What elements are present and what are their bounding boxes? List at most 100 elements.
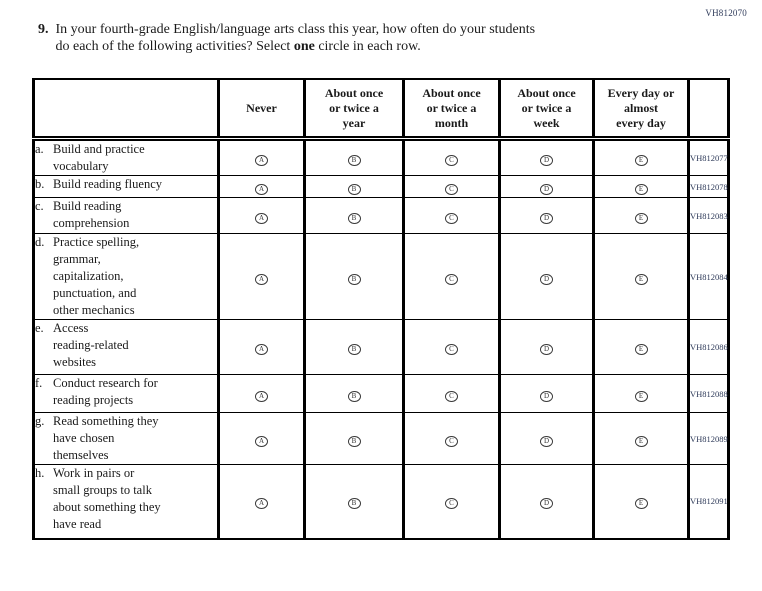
option-circle-d[interactable]: D <box>540 390 553 402</box>
option-cell: C <box>402 138 501 176</box>
option-cell: A <box>217 138 306 176</box>
option-cell: E <box>592 319 690 375</box>
option-cell: D <box>498 464 595 539</box>
option-circle-c[interactable]: C <box>445 344 458 355</box>
option-circle-c[interactable]: C <box>445 155 458 166</box>
option-circle-c[interactable]: C <box>445 212 458 224</box>
row-letter: d. <box>35 235 45 249</box>
option-circle-a[interactable]: A <box>255 212 268 224</box>
row-label: Read something they have chosen themselv… <box>53 414 159 462</box>
option-circle-b[interactable]: B <box>347 390 361 402</box>
option-cell: D <box>498 319 595 375</box>
column-header-year: About once or twice a year <box>303 78 405 141</box>
option-circle-c[interactable]: C <box>445 435 458 447</box>
option-cell: A <box>217 233 306 320</box>
row-code: VH812078 <box>687 175 730 198</box>
option-circle-a[interactable]: A <box>255 344 268 355</box>
option-circle-b[interactable]: B <box>347 155 361 166</box>
option-circle-b[interactable]: B <box>347 435 361 447</box>
option-cell: E <box>592 464 690 539</box>
row-label-cell: h. Work in pairs or small groups to talk … <box>32 464 220 539</box>
option-cell: B <box>303 319 405 375</box>
option-circle-e[interactable]: E <box>634 155 648 166</box>
option-circle-d[interactable]: D <box>540 155 553 166</box>
option-cell: D <box>498 175 595 198</box>
table-row-e: e. Access reading-related websites A B C … <box>32 319 730 375</box>
row-code: VH812084 <box>687 233 730 320</box>
header-row: Never About once or twice a year About o… <box>32 78 730 141</box>
option-circle-b[interactable]: B <box>347 212 361 224</box>
option-circle-c[interactable]: C <box>445 498 458 510</box>
option-circle-d[interactable]: D <box>540 212 553 224</box>
option-circle-c[interactable]: C <box>445 273 458 285</box>
row-code: VH812077 <box>687 138 730 176</box>
table-row-h: h. Work in pairs or small groups to talk … <box>32 464 730 539</box>
option-circle-e[interactable]: E <box>634 344 648 355</box>
option-cell: D <box>498 412 595 465</box>
row-label: Build and practice vocabulary <box>53 142 145 173</box>
option-cell: A <box>217 175 306 198</box>
option-circle-e[interactable]: E <box>634 498 648 510</box>
option-cell: B <box>303 197 405 234</box>
option-cell: A <box>217 464 306 539</box>
option-circle-a[interactable]: A <box>255 435 268 447</box>
row-letter: g. <box>35 414 45 428</box>
option-cell: D <box>498 374 595 413</box>
option-circle-b[interactable]: B <box>347 498 361 510</box>
row-label-cell: f. Conduct research for reading projects <box>32 374 220 413</box>
row-label-cell: c. Build reading comprehension <box>32 197 220 234</box>
option-cell: B <box>303 138 405 176</box>
option-circle-a[interactable]: A <box>255 183 268 195</box>
option-circle-d[interactable]: D <box>540 183 553 195</box>
option-circle-d[interactable]: D <box>540 435 553 447</box>
row-label-cell: d. Practice spelling, grammar, capitaliza… <box>32 233 220 320</box>
question-text: In your fourth-grade English/language ar… <box>56 21 536 55</box>
table-row-f: f. Conduct research for reading projects … <box>32 374 730 413</box>
option-cell: C <box>402 197 501 234</box>
row-label-cell: a. Build and practice vocabulary <box>32 138 220 176</box>
code-column-header <box>687 78 730 141</box>
option-cell: B <box>303 374 405 413</box>
row-label-cell: e. Access reading-related websites <box>32 319 220 375</box>
option-circle-e[interactable]: E <box>634 390 648 402</box>
frequency-matrix-table: Never About once or twice a year About o… <box>32 78 730 540</box>
option-cell: D <box>498 233 595 320</box>
row-label: Practice spelling, grammar, capitalizati… <box>53 235 140 317</box>
row-label-cell: b. Build reading fluency <box>32 175 220 198</box>
table-row-g: g. Read something they have chosen themse… <box>32 412 730 465</box>
option-cell: D <box>498 138 595 176</box>
option-circle-a[interactable]: A <box>255 498 268 510</box>
option-circle-e[interactable]: E <box>634 212 648 224</box>
option-cell: B <box>303 412 405 465</box>
option-circle-d[interactable]: D <box>540 273 553 285</box>
row-code: VH812091 <box>687 464 730 539</box>
option-circle-a[interactable]: A <box>255 390 268 402</box>
option-circle-c[interactable]: C <box>445 390 458 402</box>
question: 9. In your fourth-grade English/language… <box>38 21 535 55</box>
option-cell: D <box>498 197 595 234</box>
question-line2-bold: one <box>293 39 315 54</box>
option-circle-b[interactable]: B <box>347 273 361 285</box>
option-cell: A <box>217 197 306 234</box>
option-circle-d[interactable]: D <box>540 344 553 355</box>
option-circle-e[interactable]: E <box>634 435 648 447</box>
table-row-b: b. Build reading fluency A B C D E VH8120… <box>32 175 730 198</box>
option-circle-a[interactable]: A <box>255 155 268 166</box>
option-cell: C <box>402 412 501 465</box>
row-label: Work in pairs or small groups to talk ab… <box>53 466 161 531</box>
option-circle-c[interactable]: C <box>445 183 458 195</box>
row-label: Build reading fluency <box>53 177 162 191</box>
option-circle-d[interactable]: D <box>540 498 553 510</box>
option-cell: C <box>402 464 501 539</box>
option-circle-b[interactable]: B <box>347 183 361 195</box>
column-header-month: About once or twice a month <box>402 78 501 141</box>
option-circle-e[interactable]: E <box>634 273 648 285</box>
option-cell: A <box>217 374 306 413</box>
column-header-everyday: Every day or almost every day <box>592 78 690 141</box>
option-circle-a[interactable]: A <box>255 273 268 285</box>
row-label: Conduct research for reading projects <box>53 376 158 407</box>
option-cell: C <box>402 319 501 375</box>
option-circle-e[interactable]: E <box>634 183 648 195</box>
option-circle-b[interactable]: B <box>347 344 361 355</box>
option-cell: E <box>592 138 690 176</box>
